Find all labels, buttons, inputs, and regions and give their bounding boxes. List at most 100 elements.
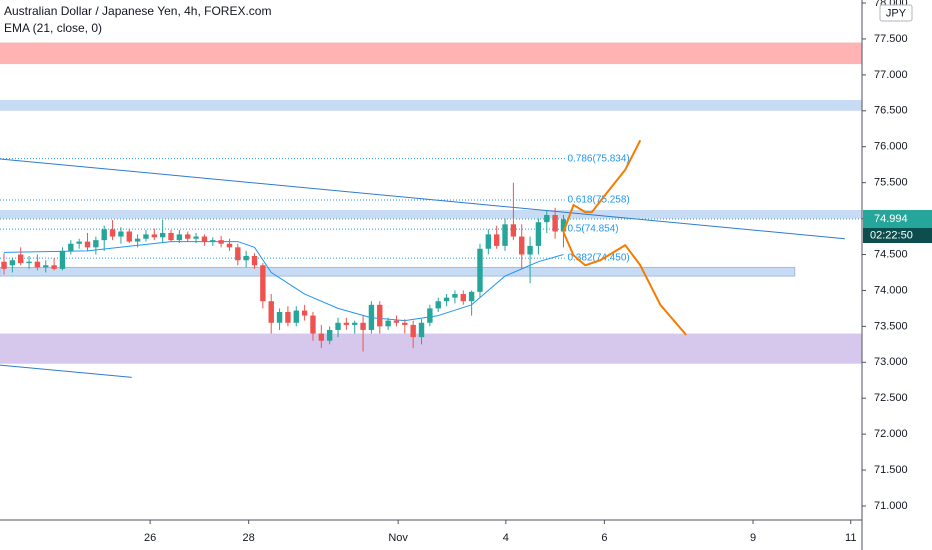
candle-body — [352, 322, 358, 325]
candle-body — [310, 315, 316, 334]
candle-body — [435, 301, 441, 309]
plot-area: 0.786(75.834) 0.618(75.258) 0.5(74.854) 0.3… — [0, 42, 862, 378]
candle-body — [502, 224, 508, 246]
candle-body — [93, 240, 99, 248]
candle-body — [402, 322, 408, 325]
y-tick-label: 72.500 — [874, 392, 908, 404]
candle-body — [51, 265, 57, 269]
candle-body — [285, 311, 291, 323]
candle-body — [535, 222, 542, 246]
candle-body — [109, 229, 116, 237]
candle-body — [193, 236, 199, 239]
candle-body — [452, 294, 458, 298]
candle-body — [34, 261, 41, 268]
candle-body — [485, 234, 492, 249]
y-tick-label: 74.500 — [874, 248, 908, 260]
candle-body — [134, 238, 141, 242]
candle-body — [68, 243, 74, 251]
projection-path — [562, 139, 642, 233]
candle-body — [201, 236, 208, 242]
candle-body — [76, 241, 82, 244]
currency-label: JPY — [886, 7, 907, 19]
trendline — [0, 364, 132, 378]
candle-body — [301, 310, 308, 316]
candle-body — [226, 243, 233, 248]
candle-body — [519, 236, 525, 255]
candle-body — [84, 241, 91, 248]
y-tick-label: 73.000 — [874, 356, 908, 368]
candle-body — [260, 265, 266, 302]
candle-body — [560, 219, 567, 232]
candle-body — [318, 333, 325, 341]
candle-body — [368, 304, 375, 330]
x-tick-label: 28 — [243, 532, 255, 544]
candle-body — [26, 261, 32, 264]
candle-body — [251, 255, 258, 266]
candle-body — [159, 232, 166, 238]
zone — [0, 209, 862, 219]
projection-path — [562, 231, 687, 336]
y-tick-label: 78.000 — [874, 0, 908, 9]
candle-body — [443, 297, 450, 302]
candle-body — [9, 260, 16, 266]
countdown-label: 02:22:50 — [870, 229, 913, 241]
x-tick-label: 6 — [601, 532, 607, 544]
candle-body — [1, 261, 7, 269]
fib-label: 0.5(74.854) — [567, 224, 618, 235]
candle-body — [143, 234, 149, 239]
candle-body — [293, 310, 299, 323]
candle-body — [276, 311, 283, 323]
candle-body — [377, 304, 383, 327]
axes: 71.000 71.500 72.000 72.500 73.000 73.500 74.0… — [144, 0, 932, 544]
candle-body — [18, 254, 24, 264]
fib-label: 0.786(75.834) — [567, 153, 629, 164]
candle-body — [168, 232, 174, 241]
y-tick-label: 72.000 — [874, 428, 908, 440]
y-tick-label: 71.500 — [874, 464, 908, 476]
trendline — [0, 158, 845, 240]
y-tick-label: 71.000 — [874, 500, 908, 512]
y-tick-label: 76.000 — [874, 141, 908, 153]
zone — [0, 266, 796, 277]
candle-body — [326, 329, 333, 341]
chart-title: Australian Dollar / Japanese Yen, 4h, FO… — [4, 4, 271, 18]
zone — [0, 333, 862, 364]
candle-body — [118, 231, 124, 237]
fib-label: 0.618(75.258) — [567, 195, 629, 206]
candle-body — [360, 322, 366, 330]
candle-body — [185, 234, 191, 239]
candle-body — [477, 248, 483, 292]
candle-body — [126, 231, 132, 242]
x-tick-label: 26 — [144, 532, 156, 544]
x-tick-label: Nov — [388, 532, 408, 544]
candle-body — [101, 229, 107, 241]
zone — [0, 100, 862, 111]
candle-body — [393, 320, 400, 323]
candle-body — [460, 294, 466, 302]
y-tick-label: 74.000 — [874, 284, 908, 296]
last-price-tag — [863, 210, 932, 229]
fib-label: 0.382(74.450) — [567, 253, 629, 264]
candle-body — [343, 322, 350, 325]
candle-body — [493, 234, 500, 246]
candle-body — [235, 247, 241, 261]
candle-body — [335, 322, 341, 330]
candle-body — [218, 240, 224, 244]
candle-body — [410, 324, 416, 338]
zone — [0, 42, 862, 65]
y-tick-label: 76.500 — [874, 105, 908, 117]
candle-body — [176, 234, 183, 241]
x-tick-label: 4 — [503, 532, 509, 544]
candle-body — [385, 320, 391, 327]
y-tick-label: 77.500 — [874, 33, 908, 45]
countdown-tag — [863, 228, 932, 244]
indicator-label: EMA (21, close, 0) — [4, 21, 102, 35]
candle-body — [527, 245, 533, 255]
candle-body — [552, 214, 558, 232]
x-tick-label: 9 — [750, 532, 756, 544]
currency-box[interactable] — [879, 4, 913, 22]
candle-body — [468, 291, 475, 302]
candle-body — [243, 255, 249, 261]
